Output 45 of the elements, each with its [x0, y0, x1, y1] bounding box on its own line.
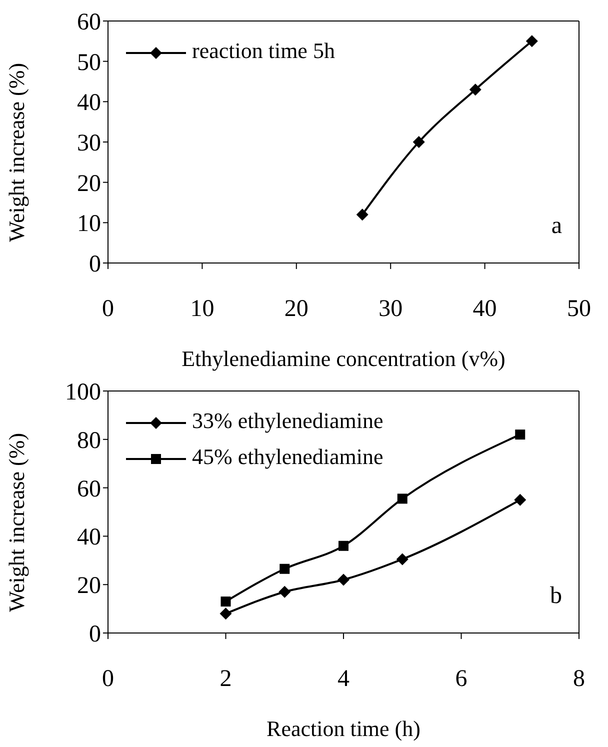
x-tick-label: 50	[567, 296, 591, 322]
x-tick-label: 4	[338, 666, 350, 692]
point	[220, 596, 231, 607]
point	[514, 494, 526, 506]
legend-label: reaction time 5h	[192, 38, 335, 63]
x-tick-label: 30	[378, 296, 403, 322]
point	[397, 494, 408, 504]
y-tick-label: 100	[65, 380, 101, 406]
point	[338, 540, 348, 551]
point	[469, 84, 482, 96]
y-tick-label: 20	[77, 170, 101, 197]
y-tick-label: 0	[89, 252, 101, 278]
point	[396, 553, 408, 566]
x-tick-label: 10	[190, 296, 214, 322]
x-tick-label: 2	[220, 666, 232, 692]
y-tick-label: 40	[77, 90, 101, 116]
y-axis-title: Weight increase (%)	[4, 62, 29, 242]
x-axis-title: Reaction time (h)	[266, 716, 420, 741]
legend-label: 45% ethylenediamine	[192, 444, 384, 469]
y-tick-label: 10	[77, 211, 101, 238]
x-axis-title: Ethylenediamine concentration (v%)	[182, 346, 506, 371]
x-tick-label: 6	[455, 666, 468, 692]
point	[220, 608, 232, 620]
y-tick-label: 20	[77, 573, 101, 600]
point	[280, 564, 290, 574]
x-tick-label: 20	[284, 296, 308, 322]
y-tick-label: 50	[77, 50, 101, 76]
y-tick-label: 30	[77, 130, 101, 157]
y-axis-title: Weight increase (%)	[4, 432, 29, 612]
y-tick-label: 60	[77, 476, 101, 502]
y-tick-label: 60	[77, 10, 101, 36]
point	[526, 35, 538, 48]
x-tick-label: 40	[472, 296, 497, 322]
point	[356, 208, 368, 221]
annotation: b	[550, 583, 562, 610]
point	[412, 136, 425, 148]
point	[515, 430, 526, 440]
legend-label: 33% ethylenediamine	[192, 408, 384, 433]
y-tick-label: 80	[77, 428, 101, 454]
point	[278, 586, 291, 598]
y-tick-label: 40	[77, 524, 101, 551]
point	[338, 574, 350, 586]
annotation: a	[551, 213, 562, 240]
x-tick-label: 8	[573, 666, 585, 692]
y-tick-label: 0	[89, 622, 101, 648]
